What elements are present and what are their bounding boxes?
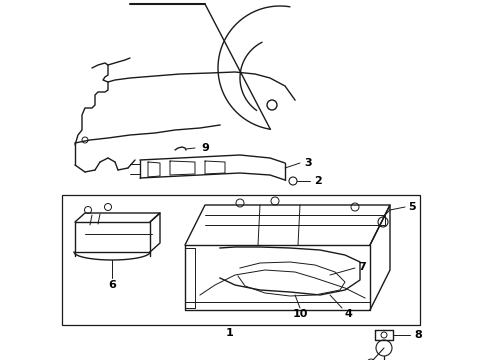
Text: 8: 8 <box>414 330 422 340</box>
Bar <box>62 195 420 325</box>
Text: 3: 3 <box>304 158 312 168</box>
Text: 5: 5 <box>408 202 416 212</box>
Text: 1: 1 <box>226 328 234 338</box>
Text: 9: 9 <box>201 143 209 153</box>
Text: 2: 2 <box>314 176 322 186</box>
Text: 6: 6 <box>108 280 116 290</box>
Text: 10: 10 <box>293 309 308 319</box>
Text: 4: 4 <box>344 309 352 319</box>
Text: 7: 7 <box>358 262 366 272</box>
